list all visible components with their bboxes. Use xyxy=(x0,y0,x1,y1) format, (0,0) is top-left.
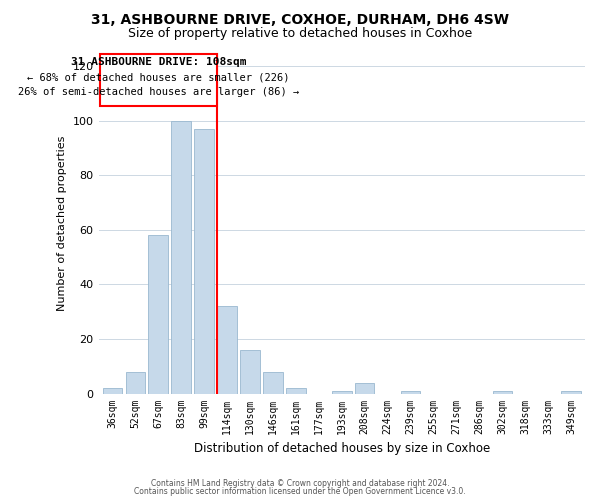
Bar xyxy=(286,388,305,394)
Y-axis label: Number of detached properties: Number of detached properties xyxy=(57,136,67,310)
Bar xyxy=(240,350,260,394)
Bar xyxy=(103,388,122,394)
Text: 31, ASHBOURNE DRIVE, COXHOE, DURHAM, DH6 4SW: 31, ASHBOURNE DRIVE, COXHOE, DURHAM, DH6… xyxy=(91,12,509,26)
Text: Contains HM Land Registry data © Crown copyright and database right 2024.: Contains HM Land Registry data © Crown c… xyxy=(151,478,449,488)
Bar xyxy=(217,306,237,394)
Bar xyxy=(125,372,145,394)
Bar xyxy=(401,391,421,394)
Bar xyxy=(148,236,168,394)
FancyBboxPatch shape xyxy=(100,54,217,106)
Text: Contains public sector information licensed under the Open Government Licence v3: Contains public sector information licen… xyxy=(134,488,466,496)
X-axis label: Distribution of detached houses by size in Coxhoe: Distribution of detached houses by size … xyxy=(194,442,490,455)
Text: 31 ASHBOURNE DRIVE: 108sqm: 31 ASHBOURNE DRIVE: 108sqm xyxy=(71,57,246,67)
Bar xyxy=(493,391,512,394)
Text: Size of property relative to detached houses in Coxhoe: Size of property relative to detached ho… xyxy=(128,28,472,40)
Text: 26% of semi-detached houses are larger (86) →: 26% of semi-detached houses are larger (… xyxy=(17,87,299,97)
Bar xyxy=(263,372,283,394)
Bar xyxy=(194,129,214,394)
Bar xyxy=(562,391,581,394)
Bar xyxy=(332,391,352,394)
Bar xyxy=(355,382,374,394)
Bar xyxy=(172,120,191,394)
Text: ← 68% of detached houses are smaller (226): ← 68% of detached houses are smaller (22… xyxy=(27,72,290,82)
